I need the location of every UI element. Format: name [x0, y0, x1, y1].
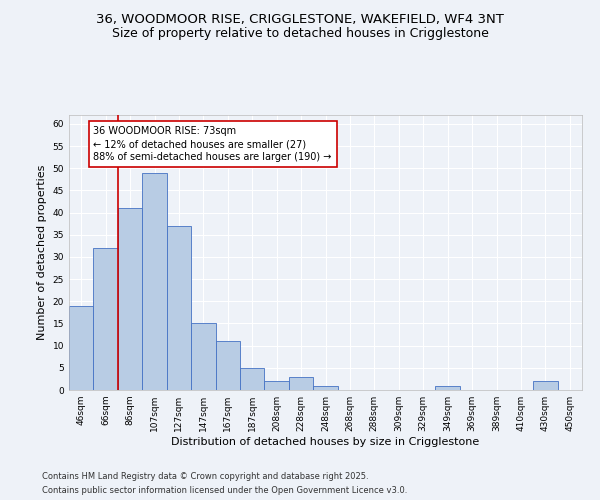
Bar: [94, 248, 118, 390]
Bar: [191, 324, 215, 390]
Bar: [533, 381, 557, 390]
Text: Contains public sector information licensed under the Open Government Licence v3: Contains public sector information licen…: [42, 486, 407, 495]
Text: Size of property relative to detached houses in Crigglestone: Size of property relative to detached ho…: [112, 28, 488, 40]
Bar: [142, 172, 167, 390]
Bar: [313, 386, 338, 390]
Text: Contains HM Land Registry data © Crown copyright and database right 2025.: Contains HM Land Registry data © Crown c…: [42, 472, 368, 481]
Y-axis label: Number of detached properties: Number of detached properties: [37, 165, 47, 340]
Text: 36, WOODMOOR RISE, CRIGGLESTONE, WAKEFIELD, WF4 3NT: 36, WOODMOOR RISE, CRIGGLESTONE, WAKEFIE…: [96, 12, 504, 26]
X-axis label: Distribution of detached houses by size in Crigglestone: Distribution of detached houses by size …: [172, 437, 479, 447]
Bar: [69, 306, 94, 390]
Bar: [289, 376, 313, 390]
Bar: [167, 226, 191, 390]
Bar: [265, 381, 289, 390]
Bar: [118, 208, 142, 390]
Bar: [215, 341, 240, 390]
Bar: [436, 386, 460, 390]
Bar: [240, 368, 265, 390]
Text: 36 WOODMOOR RISE: 73sqm
← 12% of detached houses are smaller (27)
88% of semi-de: 36 WOODMOOR RISE: 73sqm ← 12% of detache…: [94, 126, 332, 162]
